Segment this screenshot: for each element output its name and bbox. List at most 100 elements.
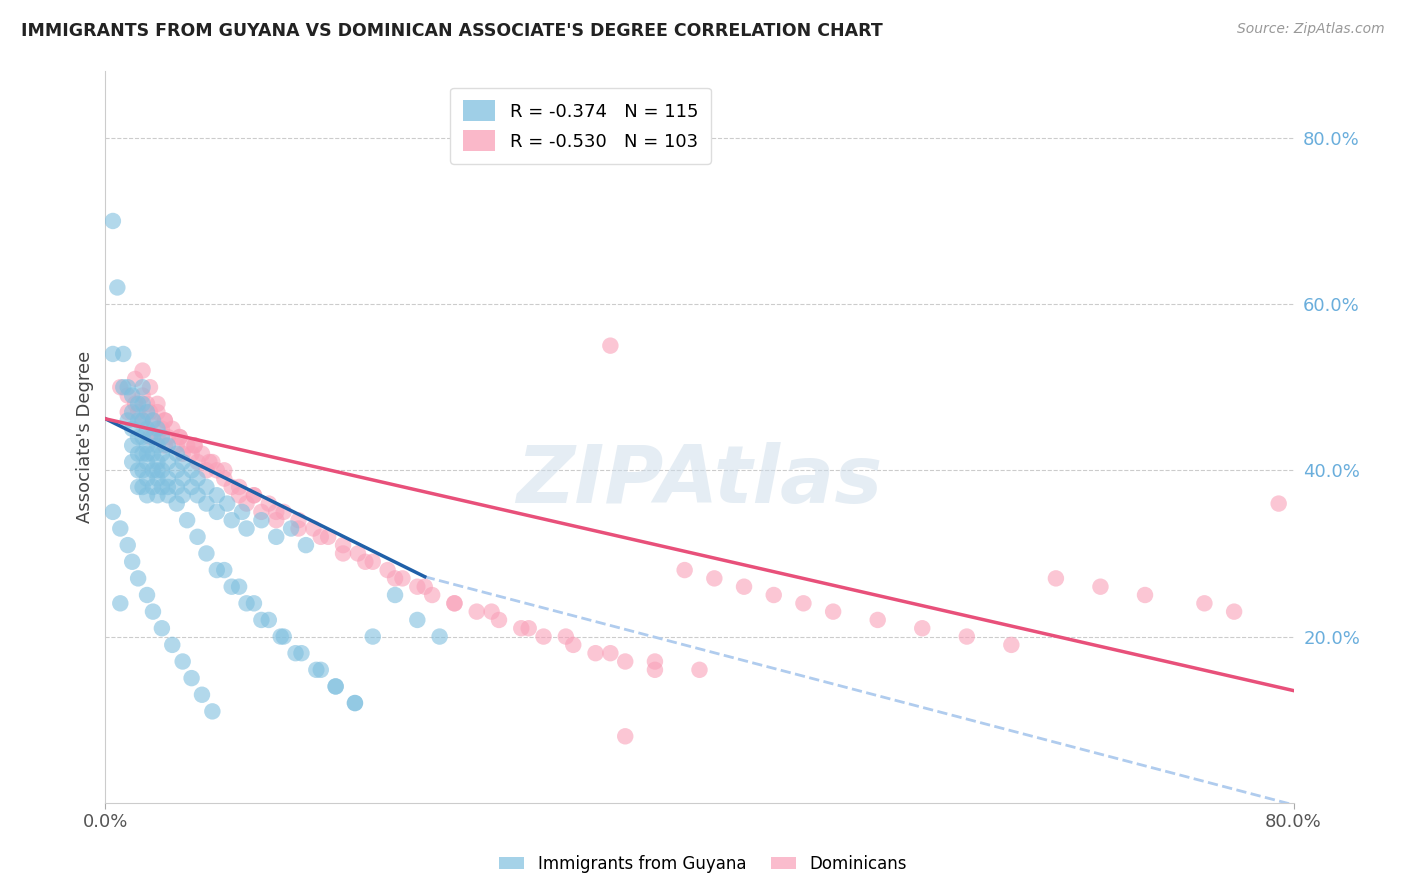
Point	[762, 588, 785, 602]
Point	[1267, 497, 1289, 511]
Point	[156, 480, 179, 494]
Point	[614, 655, 637, 669]
Point	[214, 463, 236, 477]
Point	[270, 630, 292, 644]
Point	[142, 413, 165, 427]
Point	[110, 596, 132, 610]
Point	[406, 613, 429, 627]
Point	[443, 596, 465, 610]
Point	[186, 472, 208, 486]
Point	[205, 488, 228, 502]
Point	[429, 630, 451, 644]
Point	[354, 555, 377, 569]
Point	[186, 488, 208, 502]
Legend: Immigrants from Guyana, Dominicans: Immigrants from Guyana, Dominicans	[492, 848, 914, 880]
Point	[343, 696, 366, 710]
Point	[124, 397, 146, 411]
Point	[127, 405, 149, 419]
Point	[131, 380, 153, 394]
Point	[172, 472, 194, 486]
Point	[332, 538, 354, 552]
Point	[911, 621, 934, 635]
Point	[142, 447, 165, 461]
Point	[172, 488, 194, 502]
Point	[156, 430, 179, 444]
Point	[180, 671, 202, 685]
Point	[156, 488, 179, 502]
Point	[121, 422, 143, 436]
Point	[142, 413, 165, 427]
Point	[127, 447, 149, 461]
Point	[146, 472, 169, 486]
Point	[384, 571, 406, 585]
Point	[186, 530, 208, 544]
Point	[172, 455, 194, 469]
Point	[101, 347, 124, 361]
Point	[146, 455, 169, 469]
Point	[117, 388, 139, 402]
Point	[792, 596, 814, 610]
Point	[295, 538, 318, 552]
Point	[136, 488, 159, 502]
Point	[406, 580, 429, 594]
Point	[131, 413, 153, 427]
Text: Source: ZipAtlas.com: Source: ZipAtlas.com	[1237, 22, 1385, 37]
Point	[217, 497, 239, 511]
Point	[214, 563, 236, 577]
Point	[287, 521, 309, 535]
Point	[481, 605, 503, 619]
Point	[131, 397, 153, 411]
Point	[146, 488, 169, 502]
Point	[443, 596, 465, 610]
Point	[153, 413, 176, 427]
Point	[112, 347, 135, 361]
Point	[131, 413, 153, 427]
Point	[146, 405, 169, 419]
Point	[284, 646, 307, 660]
Point	[361, 555, 384, 569]
Point	[139, 380, 162, 394]
Point	[131, 363, 153, 377]
Text: ZIPAtlas: ZIPAtlas	[516, 442, 883, 520]
Point	[146, 422, 169, 436]
Point	[465, 605, 488, 619]
Point	[273, 630, 295, 644]
Point	[127, 430, 149, 444]
Point	[105, 280, 128, 294]
Point	[180, 463, 202, 477]
Point	[257, 613, 280, 627]
Point	[195, 497, 218, 511]
Point	[176, 513, 198, 527]
Point	[221, 480, 243, 494]
Point	[733, 580, 755, 594]
Point	[195, 546, 218, 560]
Point	[139, 430, 162, 444]
Point	[127, 413, 149, 427]
Point	[673, 563, 696, 577]
Point	[533, 630, 555, 644]
Point	[101, 505, 124, 519]
Point	[183, 438, 205, 452]
Point	[153, 413, 176, 427]
Point	[121, 405, 143, 419]
Point	[228, 580, 250, 594]
Point	[146, 430, 169, 444]
Point	[142, 480, 165, 494]
Point	[264, 530, 287, 544]
Point	[1194, 596, 1216, 610]
Point	[1133, 588, 1156, 602]
Point	[325, 680, 347, 694]
Point	[332, 546, 354, 560]
Point	[316, 530, 339, 544]
Point	[131, 447, 153, 461]
Point	[221, 580, 243, 594]
Point	[136, 438, 159, 452]
Point	[510, 621, 533, 635]
Point	[361, 630, 384, 644]
Point	[169, 430, 191, 444]
Point	[166, 438, 188, 452]
Point	[136, 455, 159, 469]
Y-axis label: Associate's Degree: Associate's Degree	[76, 351, 94, 524]
Point	[231, 505, 253, 519]
Point	[136, 447, 159, 461]
